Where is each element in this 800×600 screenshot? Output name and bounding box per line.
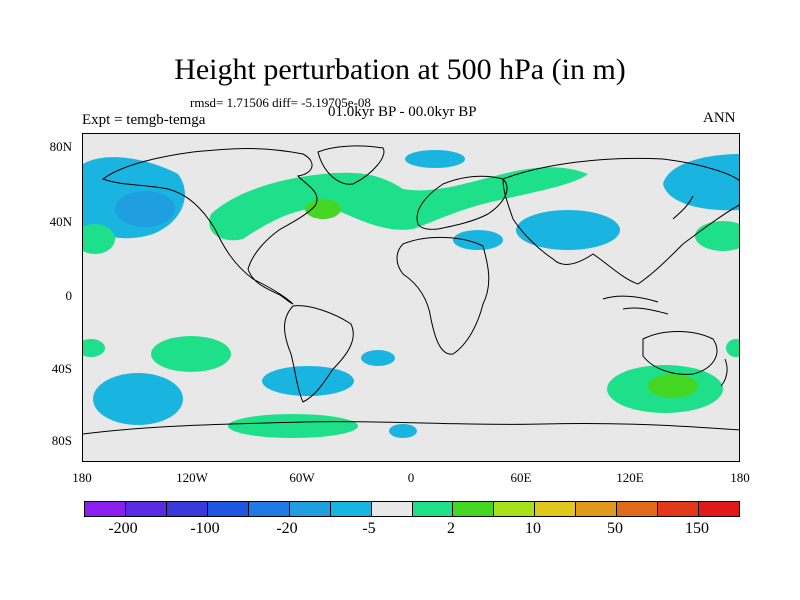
legend-swatch-12 [576, 502, 618, 516]
legend-label: -5 [362, 520, 376, 537]
lon-label-0: 0 [407, 470, 415, 485]
neg-region-antarctic [389, 424, 417, 438]
stats-line: rmsd= 1.71506 diff= -5.19705e-08 [190, 95, 371, 110]
legend-label: -100 [190, 520, 220, 537]
legend-swatch-9 [453, 502, 495, 516]
lon-label-120w: 120W [176, 470, 208, 485]
legend-label: 10 [525, 520, 541, 537]
pos-region-south-west [83, 339, 105, 357]
lon-label-120e: 120E [616, 470, 644, 485]
lat-label-0: 0 [65, 288, 73, 303]
coastlines [83, 145, 739, 435]
lon-label-180w: 180 [72, 470, 92, 485]
coast-europe [416, 175, 508, 230]
neg-core-north-pacific [115, 191, 175, 227]
legend-swatch-11 [535, 502, 577, 516]
neg-region-south-america [262, 366, 354, 396]
legend-swatch-13 [617, 502, 659, 516]
pos-region-south-pacific [151, 336, 231, 372]
legend-swatch-8 [412, 502, 454, 516]
legend-swatch-15 [699, 502, 739, 516]
lon-label-180e: 180 [730, 470, 750, 485]
legend-swatch-3 [207, 502, 249, 516]
lat-label-40s: 40S [51, 361, 72, 376]
pos-region-pacific-west [83, 224, 115, 254]
coast-greenland [317, 145, 385, 185]
legend-swatch-1 [125, 502, 167, 516]
coast-antarctica [83, 421, 739, 435]
coast-australia [642, 331, 718, 375]
lat-label-80n: 80N [49, 139, 72, 154]
coast-indonesia [602, 295, 669, 315]
pos-region-south-east [726, 339, 739, 357]
lon-label-60w: 60W [289, 470, 315, 485]
lat-label-80s: 80S [51, 433, 72, 448]
legend-label: 50 [607, 520, 623, 537]
legend-swatch-14 [658, 502, 700, 516]
neg-region-scandinavia [405, 150, 465, 168]
pos-region-pacific-east [695, 221, 739, 251]
pos-core-atlantic [305, 199, 341, 219]
anomaly-fields [83, 150, 739, 438]
color-legend [84, 501, 740, 517]
plot-title: Height perturbation at 500 hPa (in m) [174, 53, 626, 86]
legend-swatch-5 [289, 502, 331, 516]
neg-region-south-atlantic [361, 350, 395, 366]
neg-region-east-siberia [663, 154, 739, 211]
coast-new-zealand [720, 358, 728, 387]
legend-swatch-0 [85, 502, 126, 516]
pos-region-atlantic-band [209, 167, 588, 241]
legend-label: -200 [108, 520, 138, 537]
legend-label: -20 [276, 520, 298, 537]
map-canvas [83, 145, 739, 438]
neg-region-south-pacific [93, 373, 183, 425]
legend-swatch-10 [494, 502, 536, 516]
lat-label-40n: 40N [49, 214, 72, 229]
lon-label-60e: 60E [510, 470, 532, 485]
coast-north-america [101, 148, 318, 305]
pos-core-south-indian [648, 374, 698, 398]
pos-region-southern-ocean [228, 414, 358, 438]
map-panel [82, 133, 740, 462]
legend-swatch-4 [248, 502, 290, 516]
legend-label: 2 [447, 520, 455, 537]
coast-asia [502, 157, 739, 285]
coast-south-america [284, 305, 354, 403]
season-label: ANN [703, 110, 736, 126]
coast-japan [672, 195, 694, 220]
legend-swatch-2 [166, 502, 208, 516]
neg-region-mediterranean [453, 230, 503, 250]
neg-region-central-asia [516, 210, 620, 250]
legend-swatch-7 [371, 502, 413, 516]
coast-africa [396, 237, 490, 355]
period-label: 01.0kyr BP - 00.0kyr BP [328, 104, 477, 120]
experiment-label: Expt = temgb-temga [82, 112, 206, 128]
legend-label: 150 [685, 520, 709, 537]
legend-swatch-6 [330, 502, 372, 516]
